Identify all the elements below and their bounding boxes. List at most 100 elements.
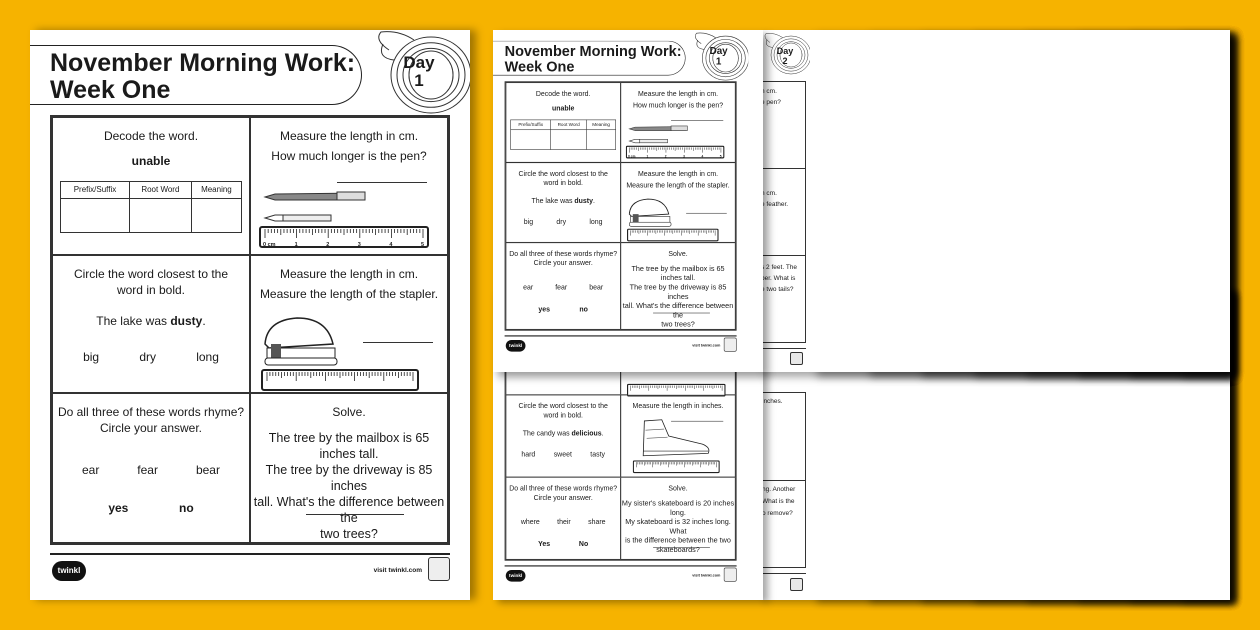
- cell-divider: [760, 255, 806, 256]
- ruler-label: 3: [357, 242, 361, 248]
- option-word[interactable]: bear: [195, 463, 220, 477]
- sentence-text: .: [592, 196, 595, 205]
- cell-heading: word in bold.: [116, 283, 186, 297]
- option-word[interactable]: big: [83, 350, 100, 364]
- cell-heading: Solve.: [668, 484, 688, 493]
- clipped-text: n cm.: [761, 88, 777, 95]
- activity-cell: Measure the length in cm. How much longer…: [620, 82, 736, 163]
- option-word[interactable]: share: [588, 517, 606, 526]
- option-word[interactable]: where: [520, 517, 540, 526]
- option-word[interactable]: their: [557, 517, 571, 526]
- option-word[interactable]: long: [196, 350, 219, 364]
- option-word[interactable]: tasty: [590, 449, 606, 459]
- cell-heading: How much longer is the pen?: [271, 149, 427, 163]
- cell-heading: Circle your answer.: [99, 421, 203, 435]
- answer-line: [686, 212, 727, 214]
- worksheet-preview-large: November Morning Work: Week One Day 1 Decode…: [30, 30, 470, 600]
- ruler-label: 1: [646, 154, 649, 159]
- problem-line: The tree by the driveway is 85 inches: [629, 283, 727, 301]
- ruler-label: 2: [326, 242, 330, 248]
- ruler: [259, 226, 429, 248]
- cell-heading: Measure the length in inches.: [632, 401, 724, 410]
- cell-heading: Circle your answer.: [533, 258, 593, 267]
- answer-line: [306, 514, 404, 515]
- quality-seal-icon: [790, 578, 803, 591]
- option-word[interactable]: fear: [137, 463, 158, 477]
- problem-line: tall. What's the difference between the: [253, 495, 445, 525]
- answer-line: [363, 342, 433, 343]
- twinkl-logo[interactable]: twinkl: [505, 339, 526, 352]
- cell-heading: Circle your answer.: [533, 493, 593, 502]
- word-problem: The tree by the mailbox is 65 inches tal…: [251, 430, 447, 542]
- word-options: big dry long: [506, 217, 620, 226]
- table-header: Prefix/Suffix: [510, 119, 551, 131]
- choice-yes[interactable]: yes: [108, 501, 129, 515]
- option-word[interactable]: bear: [589, 283, 604, 292]
- option-word[interactable]: ear: [81, 463, 100, 477]
- footer-divider: [760, 573, 806, 574]
- footer-divider: [504, 565, 737, 567]
- option-word[interactable]: ear: [523, 283, 534, 292]
- word-options: where their share: [506, 517, 620, 526]
- option-word[interactable]: hard: [521, 449, 536, 459]
- quality-seal-icon: [428, 557, 450, 581]
- answer-line: [653, 547, 710, 548]
- footer-divider: [504, 335, 737, 337]
- option-word[interactable]: long: [589, 217, 603, 226]
- choice-yes[interactable]: Yes: [538, 539, 551, 548]
- twinkl-logo[interactable]: twinkl: [505, 569, 526, 582]
- clipped-text: n cm.: [761, 190, 777, 197]
- ruler-label: 1: [294, 242, 298, 248]
- visit-link[interactable]: visit twinkl.com: [373, 567, 422, 574]
- activity-cell: Do all three of these words rhyme? Circle…: [52, 393, 250, 543]
- problem-line: The tree by the mailbox is 65 inches tal…: [631, 264, 725, 282]
- sentence-text: .: [202, 314, 206, 328]
- ruler-label: 3: [683, 154, 685, 159]
- twinkl-logo[interactable]: twinkl: [52, 561, 86, 581]
- cell-heading: Circle the word closest to the: [518, 169, 608, 178]
- title-line: Week One: [50, 76, 171, 104]
- option-word[interactable]: big: [523, 217, 534, 226]
- sentence: The lake was dusty.: [53, 313, 249, 329]
- problem-line: The tree by the mailbox is 65 inches tal…: [268, 431, 430, 461]
- option-word[interactable]: sweet: [553, 449, 572, 459]
- word-table: Prefix/Suffix Root Word Meaning: [510, 119, 616, 150]
- choice-no[interactable]: No: [578, 539, 589, 548]
- clipped-text: e pen?: [761, 99, 781, 106]
- cell-heading: Circle the word closest to the: [73, 267, 229, 281]
- cell-heading: Measure the length in cm.: [637, 169, 719, 178]
- word-problem: The tree by the mailbox is 65 inches tal…: [621, 264, 735, 329]
- word-options: big dry long: [53, 349, 249, 365]
- clipped-text: s 2 feet. The: [761, 264, 798, 271]
- bold-word: dusty: [574, 196, 593, 205]
- cell-heading: Measure the length of the stapler.: [626, 181, 730, 190]
- table-header: Root Word: [550, 119, 587, 131]
- ruler-label: 5: [421, 242, 425, 248]
- choice-no[interactable]: no: [178, 501, 194, 515]
- answer-choices: Yes No: [506, 539, 620, 548]
- worksheet: Circle the word closest to the word in bo…: [493, 290, 749, 593]
- ruler-label: 5: [719, 154, 722, 159]
- visit-link[interactable]: visit twinkl.com: [692, 573, 721, 578]
- activity-cell: Circle the word closest to the word in bo…: [505, 394, 621, 478]
- cell-divider: [760, 480, 806, 481]
- option-word[interactable]: fear: [555, 283, 568, 292]
- activity-cell: Solve. My sister's skateboard is 20 inche…: [620, 477, 736, 560]
- cell-heading: Solve.: [332, 405, 366, 419]
- choice-no[interactable]: no: [579, 305, 588, 314]
- day-number: 1: [715, 55, 722, 67]
- cell-heading: Measure the length of the stapler.: [259, 287, 439, 301]
- activity-cell: Decode the word. unable Prefix/Suffix Root …: [505, 82, 621, 163]
- problem-line: two trees?: [320, 527, 378, 541]
- visit-link[interactable]: visit twinkl.com: [692, 343, 721, 348]
- cell-heading: Solve.: [668, 249, 688, 258]
- activity-cell: Do all three of these words rhyme? Circle…: [505, 242, 621, 330]
- option-word[interactable]: dry: [556, 217, 567, 226]
- choice-yes[interactable]: yes: [538, 305, 551, 314]
- option-word[interactable]: dry: [139, 350, 156, 364]
- cell-heading: Circle the word closest to the: [518, 401, 608, 410]
- answer-line: [337, 182, 427, 183]
- quality-seal-icon: [790, 352, 803, 365]
- activity-cell: Do all three of these words rhyme? Circle…: [505, 477, 621, 560]
